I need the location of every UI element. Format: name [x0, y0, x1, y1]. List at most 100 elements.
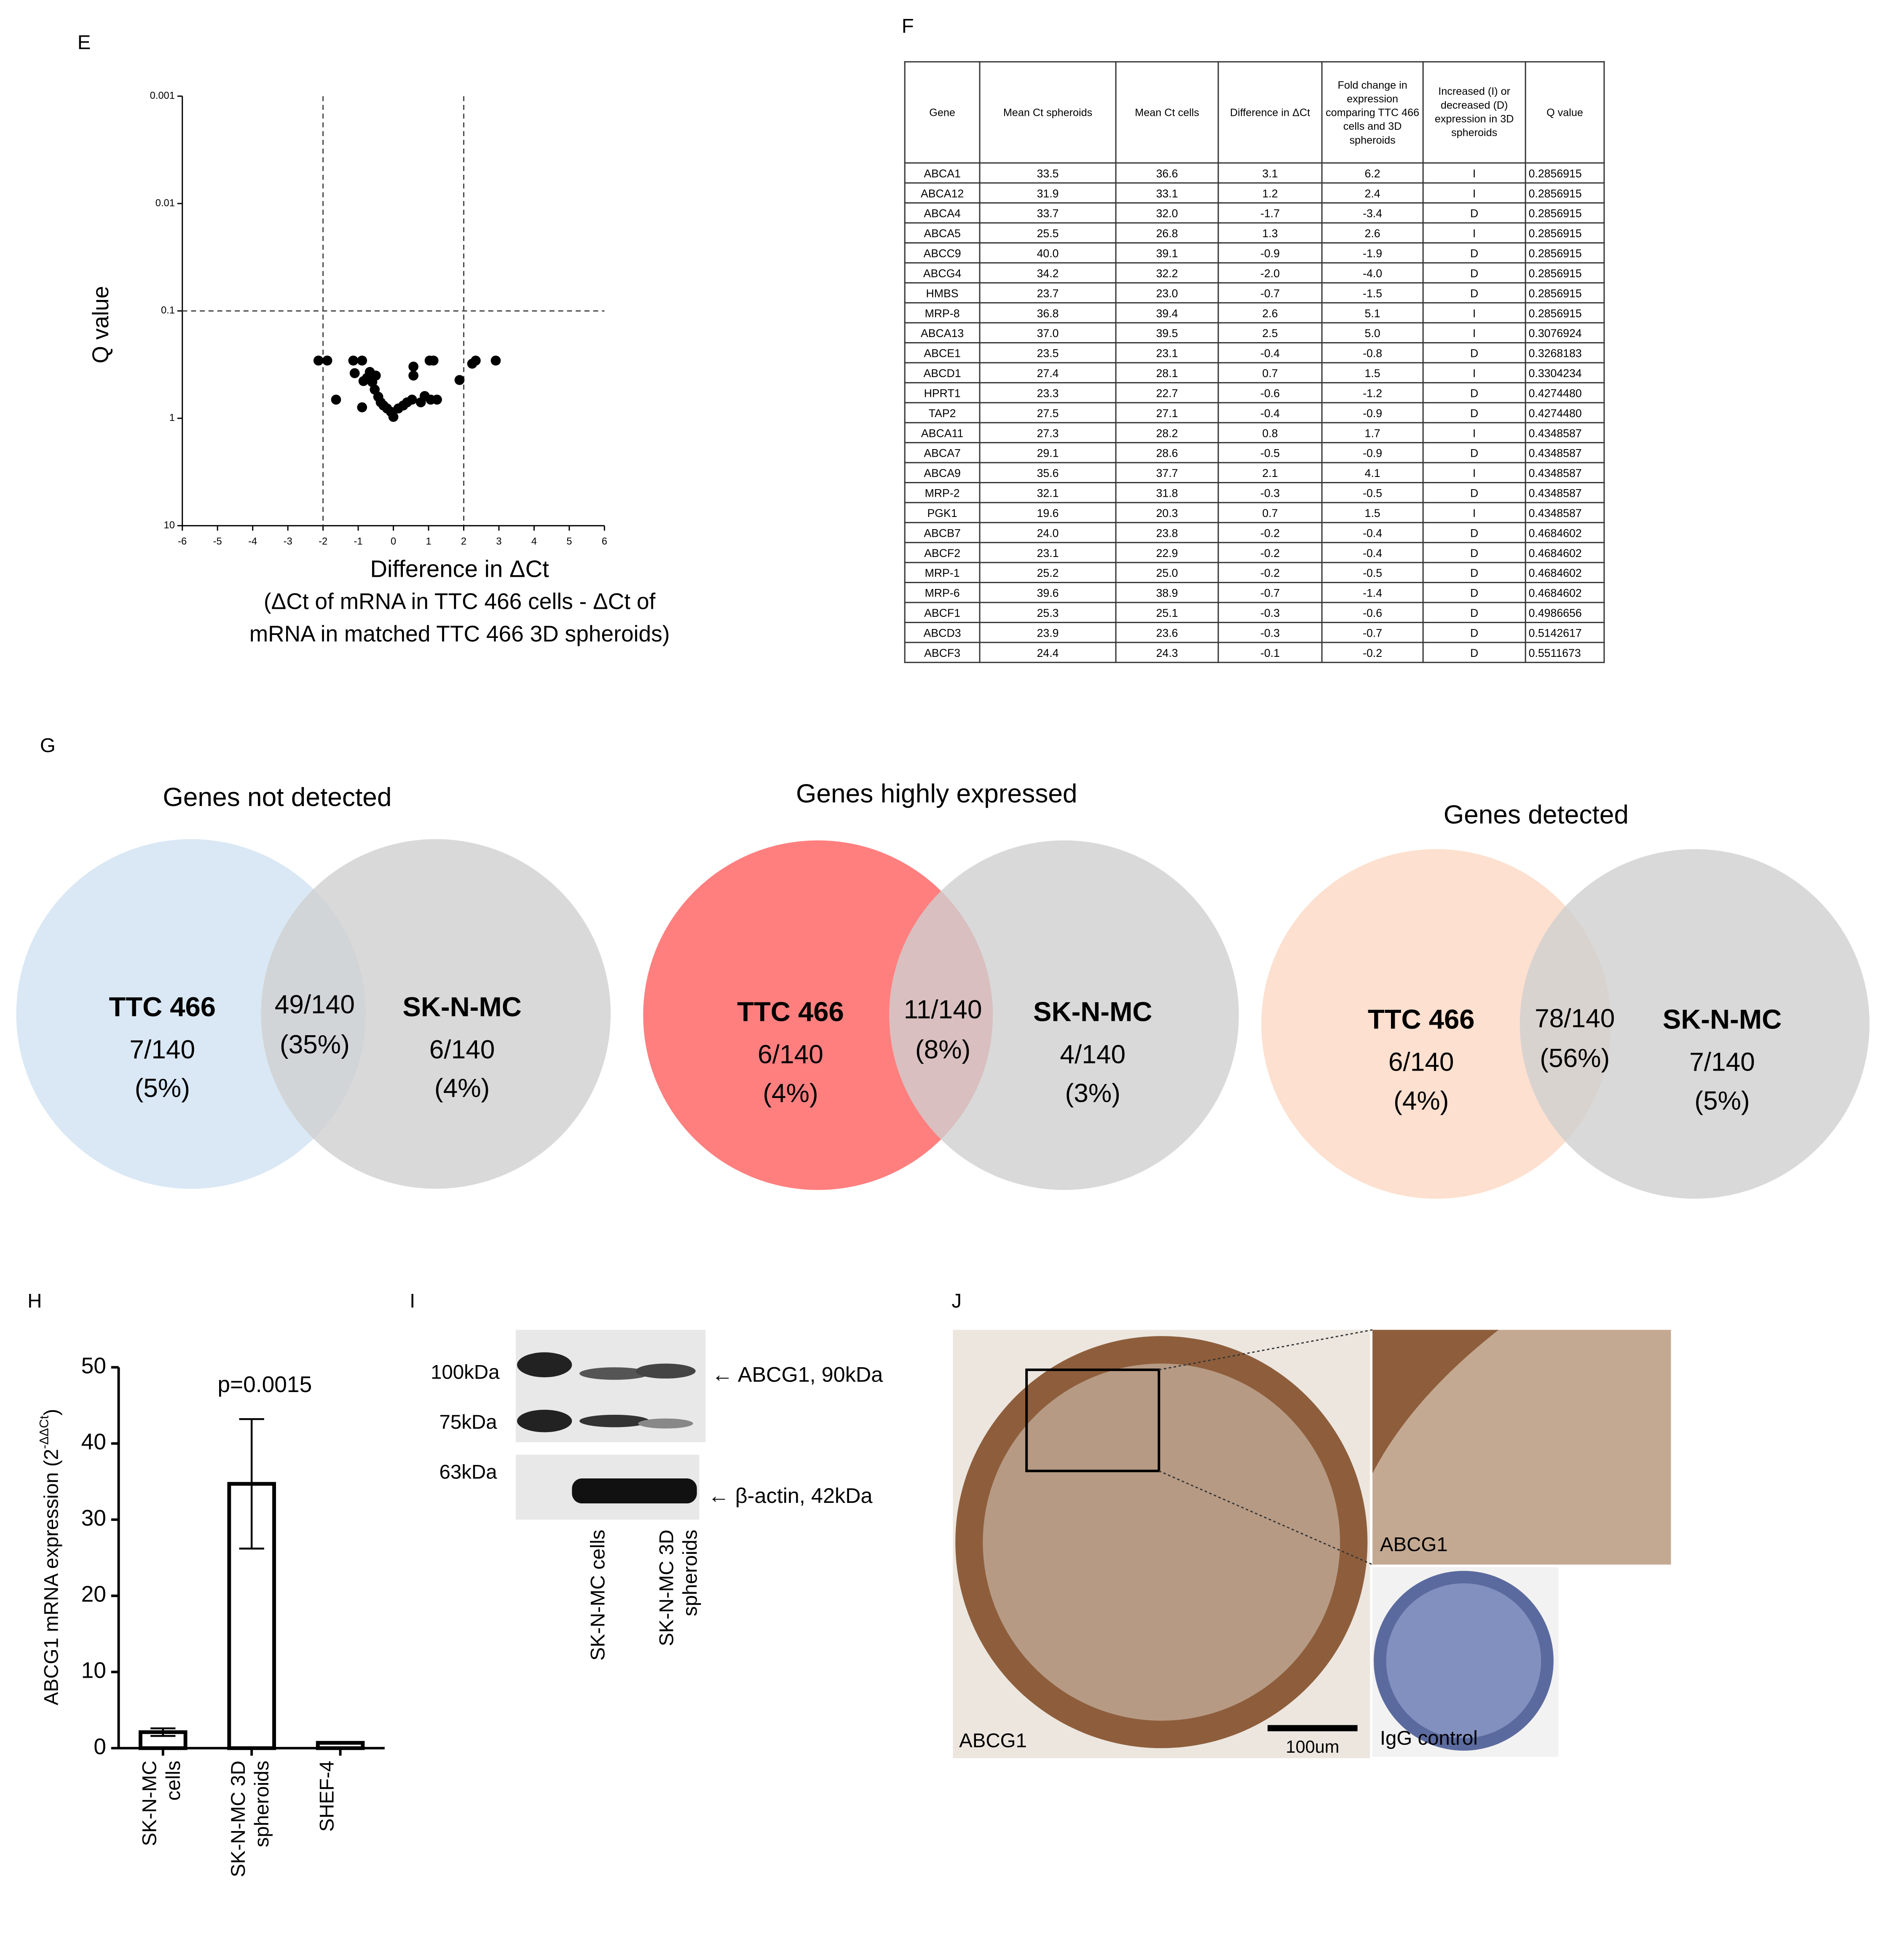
table-row: ABCC9 40.0 39.1 -0.9 -1.9 D 0.2856915: [904, 242, 1605, 264]
point: [471, 355, 481, 366]
table-cell: -0.2: [1217, 522, 1323, 544]
x-tick-label: -1: [354, 536, 363, 547]
table-cell: 34.2: [979, 262, 1117, 284]
table-cell: 33.7: [979, 202, 1117, 224]
x-tick-label: 4: [531, 536, 537, 547]
x-tick-label: 2: [461, 536, 466, 547]
table-cell: ABCE1: [904, 342, 981, 364]
blot-band: [572, 1478, 697, 1504]
table-row: ABCD3 23.9 23.6 -0.3 -0.7 D 0.5142617: [904, 621, 1605, 643]
table-cell: 2.6: [1217, 302, 1323, 324]
table-cell: -0.7: [1217, 582, 1323, 603]
inset-rim: [1372, 1330, 1499, 1474]
table-row: ABCA12 31.9 33.1 1.2 2.4 I 0.2856915: [904, 182, 1605, 204]
panel-label: I: [410, 1290, 415, 1312]
table-cell: -0.6: [1321, 602, 1424, 623]
point: [370, 370, 381, 381]
set-percent: (4%): [763, 1079, 818, 1108]
table-cell: 2.6: [1321, 222, 1424, 244]
table-row: ABCA11 27.3 28.2 0.8 1.7 I 0.4348587: [904, 422, 1605, 444]
set-count: 6/140: [429, 1035, 495, 1064]
blot-band: [517, 1352, 572, 1377]
point: [322, 355, 332, 366]
x-tick-label: -3: [284, 536, 292, 547]
table-row: ABCA13 37.0 39.5 2.5 5.0 I 0.3076924: [904, 322, 1605, 344]
x-tick-label: -2: [319, 536, 327, 547]
table-cell: 2.4: [1321, 182, 1424, 204]
table-row: ABCA4 33.7 32.0 -1.7 -3.4 D 0.2856915: [904, 202, 1605, 224]
table-row: MRP-2 32.1 31.8 -0.3 -0.5 D 0.4348587: [904, 482, 1605, 503]
table-cell: -0.3: [1217, 482, 1323, 503]
header-cell: Mean Ct cells: [1115, 61, 1219, 164]
table-row: ABCF1 25.3 25.1 -0.3 -0.6 D 0.4986656: [904, 602, 1605, 623]
table-cell: I: [1422, 322, 1526, 344]
band-label: ← β-actin, 42kDa: [708, 1483, 873, 1507]
venn-left: [1261, 849, 1611, 1199]
table-cell: D: [1422, 382, 1526, 404]
spheroid-core: [983, 1363, 1340, 1721]
y-tick-label: 0.01: [155, 198, 175, 209]
table-cell: 0.2856915: [1525, 242, 1605, 264]
table-cell: 0.4986656: [1525, 602, 1605, 623]
overlap-percent: (8%): [915, 1035, 970, 1064]
point: [408, 370, 419, 381]
x-tick-label: -4: [248, 536, 257, 547]
set-percent: (5%): [1694, 1086, 1750, 1115]
table-row: MRP-6 39.6 38.9 -0.7 -1.4 D 0.4684602: [904, 582, 1605, 603]
table-cell: HMBS: [904, 282, 981, 304]
point: [349, 368, 360, 378]
table-cell: 35.6: [979, 462, 1117, 483]
venn-title: Genes not detected: [163, 783, 391, 812]
table-cell: 23.1: [1115, 342, 1219, 364]
table-cell: -0.4: [1217, 342, 1323, 364]
table-cell: -1.2: [1321, 382, 1424, 404]
table-cell: 0.4684602: [1525, 562, 1605, 584]
set-count: 7/140: [129, 1035, 195, 1064]
point: [348, 355, 359, 366]
table-cell: -3.4: [1321, 202, 1424, 224]
table-cell: 0.4274480: [1525, 402, 1605, 423]
table-cell: 39.6: [979, 582, 1117, 603]
table-cell: 23.6: [1115, 621, 1219, 643]
x-tick-label: SHEF-4: [316, 1760, 338, 1832]
table-cell: TAP2: [904, 402, 981, 423]
table-cell: 0.8: [1217, 422, 1323, 444]
table-cell: 25.2: [979, 562, 1117, 584]
table-cell: 1.2: [1217, 182, 1323, 204]
table-cell: 0.3076924: [1525, 322, 1605, 344]
header-row: Gene Mean Ct spheroids Mean Ct cells Differ…: [904, 61, 1605, 164]
table-cell: MRP-6: [904, 582, 981, 603]
point: [407, 394, 417, 405]
point: [454, 375, 465, 385]
table-cell: -0.5: [1217, 442, 1323, 463]
table-cell: 23.9: [979, 621, 1117, 643]
table-cell: 26.8: [1115, 222, 1219, 244]
table-cell: ABCD1: [904, 362, 981, 383]
y-tick-label: 10: [81, 1658, 106, 1683]
table-cell: 25.3: [979, 602, 1117, 623]
image-label: ABCG1: [1380, 1534, 1448, 1556]
marker-label: 63kDa: [440, 1461, 498, 1483]
table-cell: 23.7: [979, 282, 1117, 304]
table-cell: ABCF3: [904, 642, 981, 663]
table-cell: ABCC9: [904, 242, 981, 264]
image-label: IgG control: [1380, 1727, 1478, 1749]
table-row: ABCE1 23.5 23.1 -0.4 -0.8 D 0.3268183: [904, 342, 1605, 364]
table-cell: 23.8: [1115, 522, 1219, 544]
x-axis-label: (ΔCt of mRNA in TTC 466 cells - ΔCt of: [264, 589, 656, 614]
table-cell: MRP-8: [904, 302, 981, 324]
table-row: HPRT1 23.3 22.7 -0.6 -1.2 D 0.4274480: [904, 382, 1605, 404]
set-count: 4/140: [1060, 1040, 1126, 1069]
blot-band: [635, 1363, 696, 1379]
table-cell: 28.1: [1115, 362, 1219, 383]
table-cell: 27.4: [979, 362, 1117, 383]
lane-label: SK-N-MC 3D spheroids: [657, 1529, 702, 1647]
y-tick-label: 40: [81, 1430, 106, 1454]
overlap-count: 78/140: [1535, 1004, 1615, 1033]
x-tick-label: 5: [566, 536, 572, 547]
table-cell: 24.0: [979, 522, 1117, 544]
table-cell: 0.4684602: [1525, 522, 1605, 544]
table-cell: ABCA13: [904, 322, 981, 344]
